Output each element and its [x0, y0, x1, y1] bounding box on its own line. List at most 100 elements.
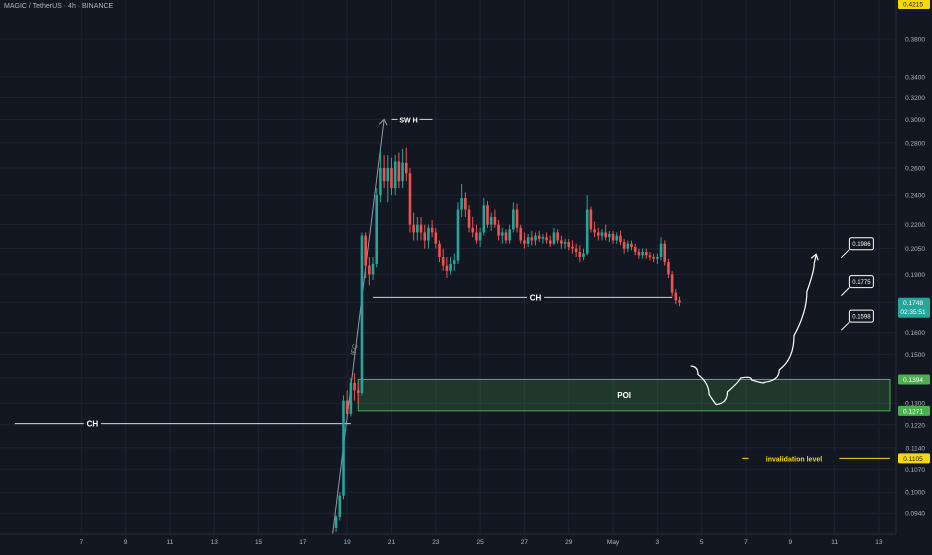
candle[interactable] [371, 257, 375, 280]
candle[interactable] [530, 230, 534, 246]
candle[interactable] [611, 230, 615, 244]
candle[interactable] [353, 373, 356, 401]
candle[interactable] [427, 224, 430, 249]
candle[interactable] [478, 227, 482, 247]
candle[interactable] [467, 205, 471, 233]
candle[interactable] [512, 202, 515, 233]
candle[interactable] [393, 155, 397, 196]
candle[interactable] [515, 203, 519, 233]
candle[interactable] [652, 253, 655, 263]
candle[interactable] [567, 238, 571, 251]
candle[interactable] [582, 248, 585, 261]
candle[interactable] [523, 232, 526, 249]
candle[interactable] [526, 234, 530, 247]
candle[interactable] [356, 382, 360, 404]
candle[interactable] [345, 390, 349, 420]
candle[interactable] [667, 258, 670, 279]
time-axis[interactable]: 7 9 11 13 15 17 19 21 23 25 27 29 May 3 5 7 9 11 13 [0, 533, 932, 550]
candle[interactable] [486, 200, 489, 228]
candle[interactable] [656, 253, 659, 264]
candle[interactable] [471, 217, 475, 238]
candle[interactable] [641, 248, 644, 259]
candle[interactable] [552, 227, 556, 246]
candle[interactable] [519, 224, 523, 244]
candle[interactable] [452, 253, 456, 271]
candle[interactable] [556, 229, 559, 244]
candle[interactable] [401, 148, 404, 189]
candle[interactable] [615, 232, 619, 244]
candle[interactable] [489, 212, 493, 231]
candle[interactable] [404, 147, 408, 182]
candle[interactable] [430, 220, 434, 238]
candle[interactable] [364, 232, 367, 279]
candle[interactable] [497, 220, 500, 241]
candle[interactable] [334, 515, 338, 532]
candle[interactable] [678, 296, 681, 307]
candle[interactable] [593, 221, 596, 238]
candle[interactable] [637, 248, 641, 259]
candle[interactable] [596, 227, 600, 241]
candle[interactable] [360, 232, 364, 396]
candle[interactable] [578, 245, 582, 263]
candle[interactable] [674, 289, 678, 305]
candle[interactable] [600, 229, 604, 241]
candle[interactable] [434, 227, 438, 249]
projected-path[interactable] [690, 255, 817, 406]
candle[interactable] [386, 155, 390, 203]
price-axis[interactable]: 0.3800 0.3400 0.3200 0.3000 0.2800 0.2600 0.24… [895, 0, 932, 550]
candle[interactable] [648, 251, 652, 261]
target-callout[interactable]: 0.1986 [841, 237, 874, 259]
candle[interactable] [659, 237, 663, 261]
candle[interactable] [504, 229, 508, 244]
candle[interactable] [644, 248, 648, 259]
candle[interactable] [419, 217, 423, 241]
candle[interactable] [622, 238, 626, 254]
candle[interactable] [560, 235, 563, 249]
target-callout[interactable]: 0.1598 [841, 309, 874, 331]
candle[interactable] [608, 230, 611, 243]
candle[interactable] [382, 155, 386, 189]
candle[interactable] [500, 227, 504, 244]
candle[interactable] [508, 224, 511, 244]
candle[interactable] [416, 217, 419, 241]
candle[interactable] [619, 230, 622, 246]
candle[interactable] [460, 184, 463, 218]
candle[interactable] [534, 232, 537, 246]
candle[interactable] [571, 240, 574, 254]
candle[interactable] [589, 206, 593, 233]
candle[interactable] [412, 212, 415, 241]
candle[interactable] [574, 243, 578, 258]
candle[interactable] [604, 224, 607, 241]
target-callout[interactable]: 0.1775 [841, 275, 874, 296]
candle[interactable] [441, 248, 445, 271]
candle[interactable] [482, 197, 486, 236]
candle[interactable] [423, 224, 427, 249]
candle[interactable] [541, 234, 545, 244]
candle[interactable] [545, 232, 548, 244]
candle[interactable] [630, 240, 633, 251]
candle[interactable] [390, 157, 393, 196]
candle[interactable] [626, 240, 630, 252]
candle[interactable] [342, 395, 345, 500]
candle[interactable] [368, 257, 371, 286]
candle[interactable] [408, 167, 412, 233]
candle[interactable] [663, 240, 667, 266]
candle[interactable] [449, 257, 452, 275]
candle[interactable] [445, 257, 449, 279]
candle[interactable] [585, 195, 589, 256]
candle[interactable] [493, 209, 497, 228]
candle[interactable] [375, 188, 379, 268]
candle[interactable] [537, 230, 541, 243]
candle[interactable] [438, 240, 441, 263]
candle[interactable] [397, 152, 401, 189]
candle[interactable] [464, 192, 467, 218]
candle[interactable] [670, 270, 674, 297]
impulse-line[interactable] [331, 119, 385, 536]
candle[interactable] [548, 235, 552, 247]
poi-zone[interactable] [357, 379, 891, 412]
candle[interactable] [379, 148, 382, 203]
candle[interactable] [338, 492, 342, 521]
candle[interactable] [563, 238, 567, 249]
